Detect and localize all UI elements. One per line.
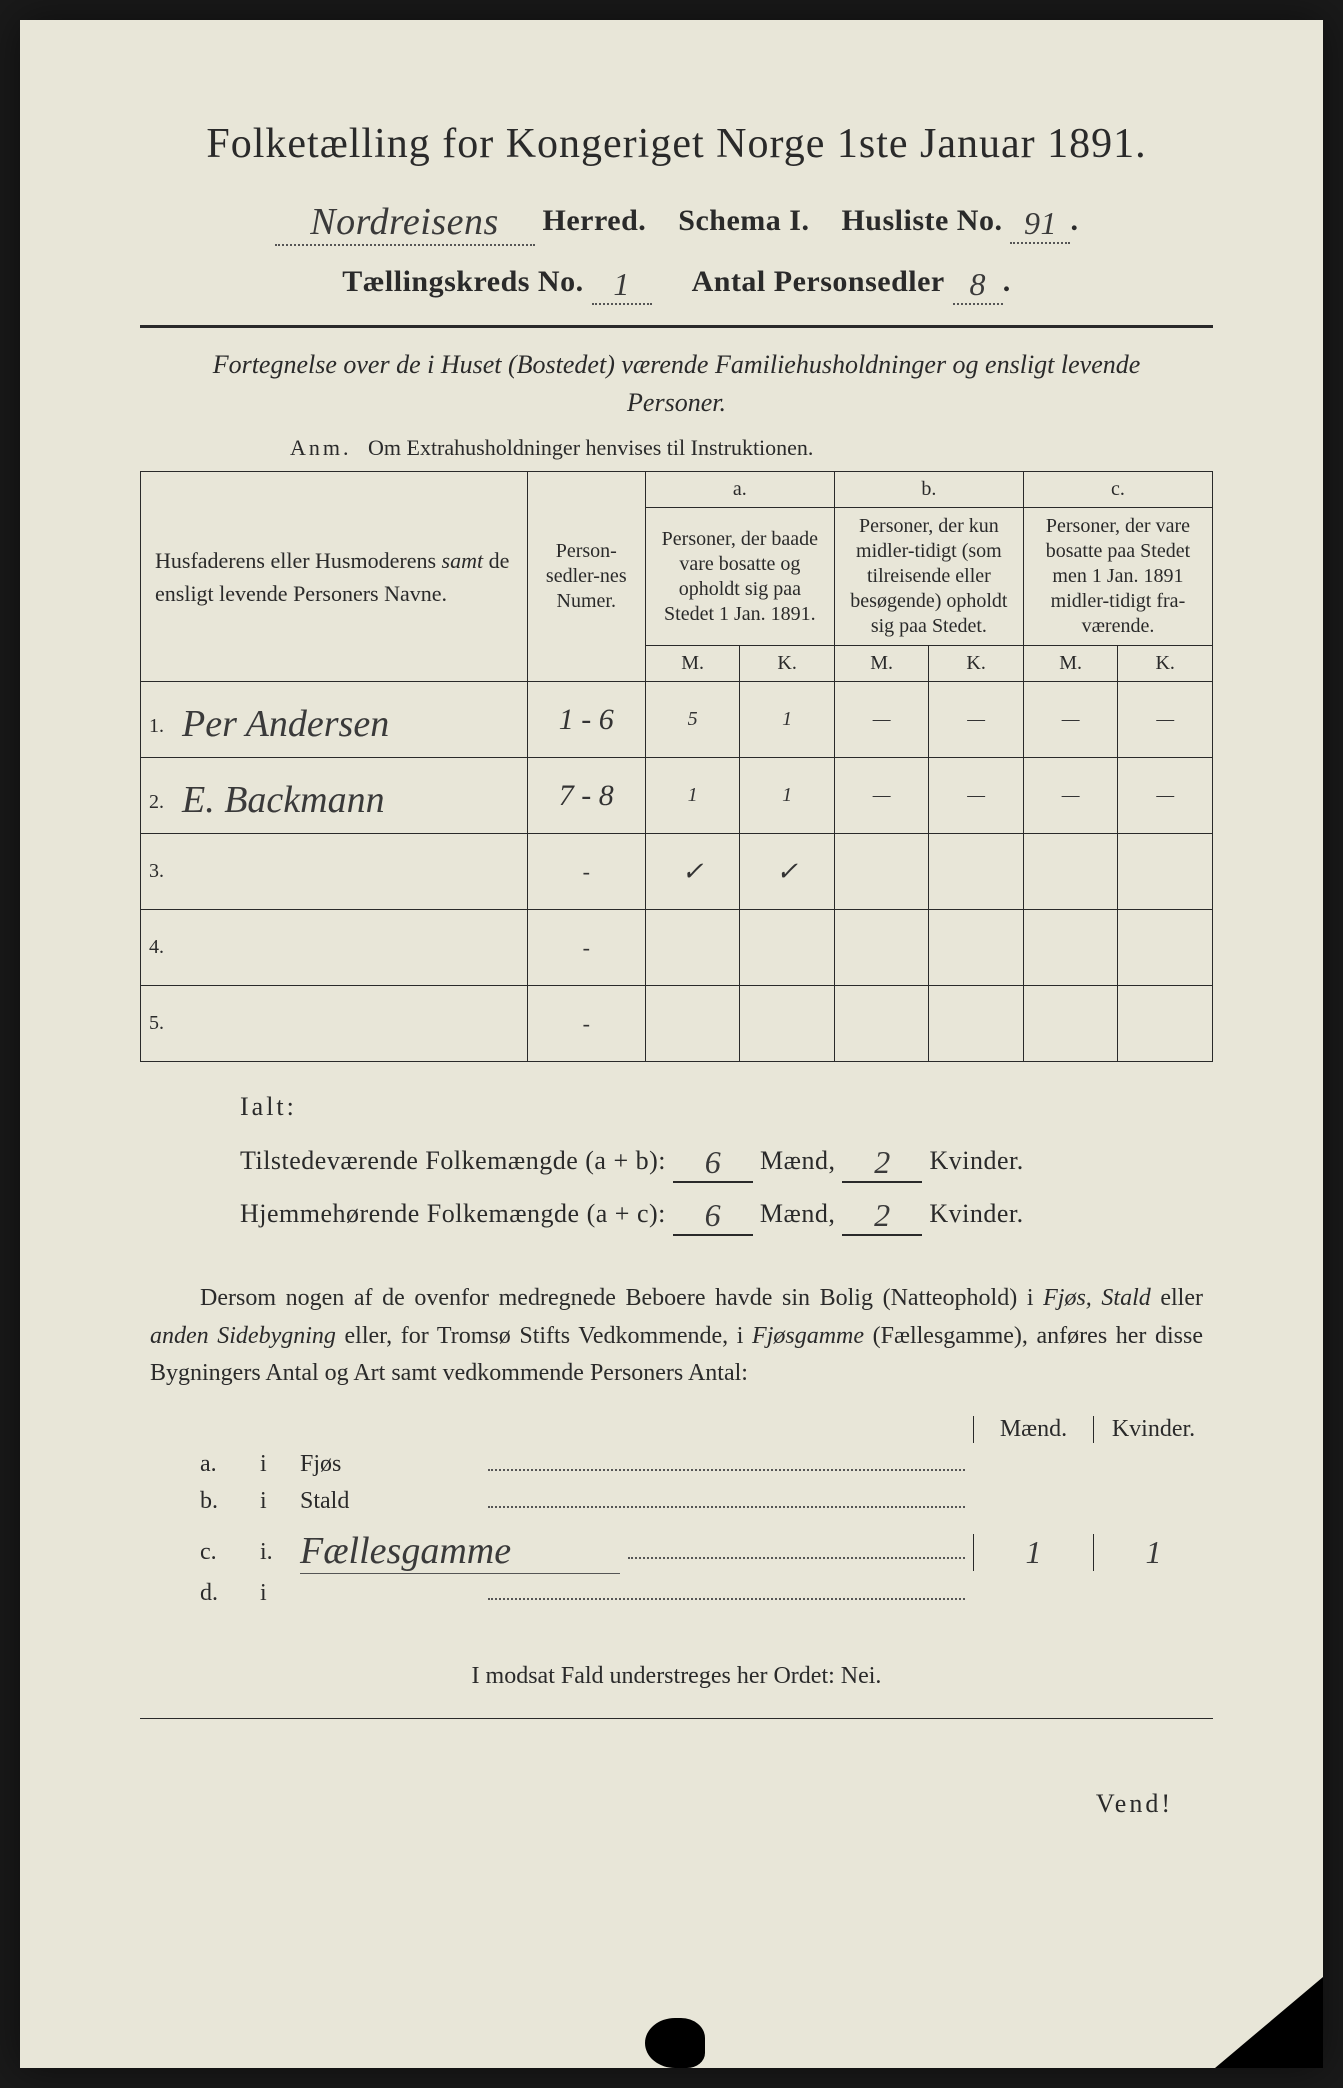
row-numer: - <box>527 910 645 986</box>
row-bk: — <box>929 758 1024 834</box>
row-numer: 1 - 6 <box>527 682 645 758</box>
dwelling-paragraph: Dersom nogen af de ovenfor medregnede Be… <box>150 1280 1203 1392</box>
row-numer: 7 - 8 <box>527 758 645 834</box>
table-row: 5. - <box>141 986 1213 1062</box>
antal-label: Antal Personsedler <box>692 265 945 298</box>
torn-corner <box>1143 1938 1323 2068</box>
header-line-2: Tællingskreds No. 1 Antal Personsedler 8… <box>140 262 1213 301</box>
row-ak: ✓ <box>740 834 835 910</box>
row-bk: — <box>929 682 1024 758</box>
dwelling-table: Mænd. Kvinder. a. i Fjøs b. i Stald c. i… <box>200 1416 1213 1607</box>
row-name: 5. <box>141 986 528 1062</box>
row-am: 5 <box>645 682 740 758</box>
annotation-line: Anm. Om Extrahusholdninger henvises til … <box>290 435 1213 461</box>
ink-blot <box>645 2018 705 2068</box>
page-title: Folketælling for Kongeriget Norge 1ste J… <box>140 120 1213 168</box>
subtitle: Fortegnelse over de i Huset (Bostedet) v… <box>140 346 1213 421</box>
anm-text: Om Extrahusholdninger henvises til Instr… <box>368 435 813 460</box>
dwelling-header: Mænd. Kvinder. <box>200 1416 1213 1443</box>
row-cm: — <box>1023 758 1118 834</box>
herred-label: Herred. <box>543 204 647 237</box>
husliste-label: Husliste No. <box>841 204 1002 237</box>
row-numer: - <box>527 834 645 910</box>
row-numer: - <box>527 986 645 1062</box>
dw-kvinder-label: Kvinder. <box>1093 1416 1213 1443</box>
col-c-desc: Personer, der vare bosatte paa Stedet me… <box>1023 508 1212 646</box>
mk-ak: K. <box>740 646 835 682</box>
table-row: 3. - ✓ ✓ <box>141 834 1213 910</box>
table-row: 4. - <box>141 910 1213 986</box>
table-row-abc: Husfaderens eller Husmoderens samt de en… <box>141 472 1213 508</box>
table-row: 2. E. Backmann 7 - 8 1 1 — — — — <box>141 758 1213 834</box>
col-b-label: b. <box>834 472 1023 508</box>
mk-bk: K. <box>929 646 1024 682</box>
mk-cm: M. <box>1023 646 1118 682</box>
dwelling-row: d. i <box>200 1580 1213 1607</box>
row-name: 2. E. Backmann <box>141 758 528 834</box>
dwelling-row: a. i Fjøs <box>200 1451 1213 1478</box>
mk-ck: K. <box>1118 646 1213 682</box>
mk-bm: M. <box>834 646 929 682</box>
row-ak: 1 <box>740 682 835 758</box>
col-header-numer: Person-sedler-nes Numer. <box>527 472 645 682</box>
row-bm: — <box>834 758 929 834</box>
vend-label: Vend! <box>140 1789 1173 1819</box>
sum-2k: 2 <box>842 1197 922 1236</box>
row-name: 3. <box>141 834 528 910</box>
herred-field: Nordreisens <box>275 200 535 246</box>
dw-m: 1 <box>973 1534 1093 1571</box>
row-name: 4. <box>141 910 528 986</box>
dwelling-row: b. i Stald <box>200 1488 1213 1515</box>
row-ck <box>1118 834 1213 910</box>
row-ak: 1 <box>740 758 835 834</box>
sum-2m: 6 <box>673 1197 753 1236</box>
row-name: 1. Per Andersen <box>141 682 528 758</box>
col-c-label: c. <box>1023 472 1212 508</box>
row-bk <box>929 834 1024 910</box>
husliste-field: 91 <box>1010 205 1070 244</box>
totals-section: Ialt: Tilstedeværende Folkemængde (a + b… <box>240 1092 1213 1232</box>
antal-field: 8 <box>953 266 1003 305</box>
ialt-label: Ialt: <box>240 1092 1213 1122</box>
row-bm: — <box>834 682 929 758</box>
sum-1m: 6 <box>673 1144 753 1183</box>
mk-am: M. <box>645 646 740 682</box>
census-table: Husfaderens eller Husmoderens samt de en… <box>140 471 1213 1062</box>
sum-line-1: Tilstedeværende Folkemængde (a + b): 6 M… <box>240 1140 1213 1179</box>
row-ck: — <box>1118 682 1213 758</box>
col-a-desc: Personer, der baade vare bosatte og opho… <box>645 508 834 646</box>
kreds-label: Tællingskreds No. <box>342 265 583 298</box>
footer-line: I modsat Fald understreges her Ordet: Ne… <box>140 1663 1213 1690</box>
table-row: 1. Per Andersen 1 - 6 5 1 — — — — <box>141 682 1213 758</box>
divider <box>140 325 1213 328</box>
row-am: ✓ <box>645 834 740 910</box>
anm-label: Anm. <box>290 435 352 460</box>
row-bm <box>834 834 929 910</box>
row-ck: — <box>1118 758 1213 834</box>
census-form-page: Folketælling for Kongeriget Norge 1ste J… <box>20 20 1323 2068</box>
dw-k: 1 <box>1093 1534 1213 1571</box>
sum-line-2: Hjemmehørende Folkemængde (a + c): 6 Mæn… <box>240 1193 1213 1232</box>
divider-bottom <box>140 1718 1213 1719</box>
header-line-1: Nordreisens Herred. Schema I. Husliste N… <box>140 196 1213 242</box>
sum-1k: 2 <box>842 1144 922 1183</box>
dwelling-row: c. i. Fællesgamme 1 1 <box>200 1525 1213 1570</box>
row-cm <box>1023 834 1118 910</box>
row-am: 1 <box>645 758 740 834</box>
schema-label: Schema I. <box>678 204 809 237</box>
kreds-field: 1 <box>592 266 652 305</box>
dw-maend-label: Mænd. <box>973 1416 1093 1443</box>
col-a-label: a. <box>645 472 834 508</box>
dw-type-handwritten: Fællesgamme <box>300 1529 620 1574</box>
col-header-names: Husfaderens eller Husmoderens samt de en… <box>141 472 528 682</box>
col-b-desc: Personer, der kun midler-tidigt (som til… <box>834 508 1023 646</box>
row-cm: — <box>1023 682 1118 758</box>
